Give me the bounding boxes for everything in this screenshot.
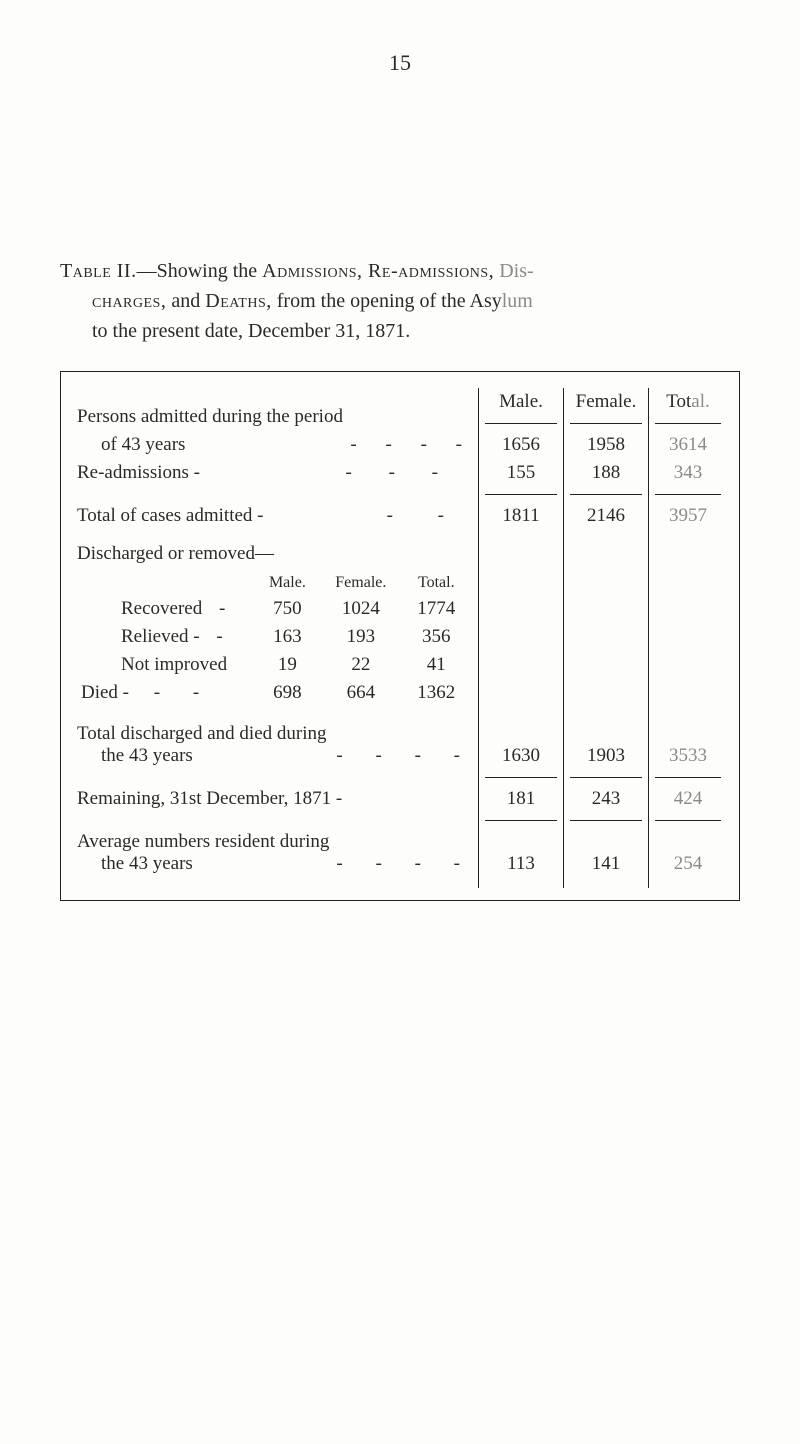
recovered-m: 750: [252, 595, 323, 623]
subtable-header: Male. Female. Total.: [77, 571, 474, 595]
label-notimproved: Not improved: [81, 654, 227, 675]
label-avg-l2: the 43 years: [77, 853, 193, 874]
label-recovered: Recovered: [81, 598, 202, 619]
table-title: Table II.—Showing the Admissions, Re-adm…: [60, 256, 740, 346]
relieved-t: 356: [399, 623, 474, 651]
header-male: Male.: [499, 391, 543, 412]
val-remain-f: 243: [592, 788, 621, 809]
title-text3: from the opening of the Asy: [272, 290, 502, 312]
sub-h-total: Total.: [399, 571, 474, 595]
died-t: 1362: [399, 679, 474, 707]
row-persons-admitted: Persons admitted during the period: [77, 406, 474, 428]
label-of43: of 43 years: [77, 434, 185, 455]
val-of43-t: 3614: [669, 434, 707, 455]
val-readm-t: 343: [674, 462, 703, 483]
row-subtable: Male. Female. Total. Recovered - 750 102…: [73, 568, 727, 710]
data-table-container: Persons admitted during the period Male.…: [60, 371, 740, 901]
label-avg-l1: Average numbers resident during: [77, 831, 474, 853]
title-text1: —Showing the: [137, 260, 263, 282]
header-female: Female.: [576, 391, 637, 412]
val-totcases-f: 2146: [587, 505, 625, 526]
row-average: Average numbers resident during the 43 y…: [73, 828, 727, 878]
label-totcases: Total of cases admitted -: [77, 505, 264, 526]
underline-2: [73, 770, 727, 785]
val-remain-m: 181: [507, 788, 536, 809]
data-table: Persons admitted during the period Male.…: [73, 388, 727, 888]
dashes-avg: - - - -: [336, 853, 474, 875]
val-avg-m: 113: [507, 853, 535, 874]
label-discharged: Discharged or removed—: [77, 543, 274, 564]
title-line2: charges, and Deaths, from the opening of…: [60, 286, 740, 316]
sub-h-male: Male.: [252, 571, 323, 595]
val-of43-f: 1958: [587, 434, 625, 455]
label-relieved: Relieved -: [81, 626, 200, 647]
label-remaining: Remaining, 31st December, 1871 -: [77, 788, 342, 809]
dash-recovered: -: [207, 598, 225, 619]
dashes-totcases: - -: [387, 505, 474, 527]
label-totdis-l2: the 43 years: [77, 745, 193, 766]
val-readm-m: 155: [507, 462, 536, 483]
underline-1: [73, 487, 727, 502]
died-m: 698: [252, 679, 323, 707]
header-total: Total.: [666, 391, 710, 412]
relieved-m: 163: [252, 623, 323, 651]
recovered-t: 1774: [399, 595, 474, 623]
val-totcases-m: 1811: [502, 505, 539, 526]
dash-relieved: -: [204, 626, 222, 647]
title-line3: to the present date, December 31, 1871.: [60, 316, 740, 346]
val-totcases-t: 3957: [669, 505, 707, 526]
val-remain-t: 424: [674, 788, 703, 809]
dashes-readm: - - -: [346, 462, 474, 484]
died-f: 664: [323, 679, 398, 707]
sub-row-notimproved: Not improved 19 22 41: [77, 651, 474, 679]
row-readmissions: Re-admissions - - - - 155 188 343: [73, 459, 727, 487]
notimproved-f: 22: [323, 651, 398, 679]
dash-died: - -: [134, 682, 213, 703]
dashes-totdis: - - - -: [336, 745, 474, 767]
val-readm-f: 188: [592, 462, 621, 483]
label-readm: Re-admissions -: [77, 462, 200, 483]
sub-row-died: Died - - - 698 664 1362: [77, 679, 474, 707]
val-avg-f: 141: [592, 853, 621, 874]
title-sc2: charges,: [92, 290, 166, 312]
title-sc1: Admissions, Re-admissions,: [262, 260, 494, 282]
val-totdis-m: 1630: [502, 745, 540, 766]
title-faded1: Dis-: [494, 260, 533, 282]
relieved-f: 193: [323, 623, 398, 651]
title-faded2: lum: [502, 290, 533, 312]
title-table-label: Table II.: [60, 260, 137, 282]
title-sc3: Deaths,: [205, 290, 272, 312]
title-text2: and: [166, 290, 205, 312]
dashes-of43: - - - -: [350, 434, 474, 456]
val-totdis-t: 3533: [669, 745, 707, 766]
row-of-43-years: of 43 years - - - - 1656 1958 3614: [73, 431, 727, 459]
label-totdis-l1: Total discharged and died during: [77, 723, 474, 745]
notimproved-t: 41: [399, 651, 474, 679]
underline-3: [73, 813, 727, 828]
page-number: 15: [60, 50, 740, 76]
row-total-discharged: Total discharged and died during the 43 …: [73, 720, 727, 770]
val-totdis-f: 1903: [587, 745, 625, 766]
row-remaining: Remaining, 31st December, 1871 - 181 243…: [73, 785, 727, 813]
label-died: Died -: [81, 682, 129, 703]
row-discharged-heading: Discharged or removed—: [73, 540, 727, 568]
title-line1: Table II.—Showing the Admissions, Re-adm…: [60, 260, 534, 282]
val-avg-t: 254: [674, 853, 703, 874]
notimproved-m: 19: [252, 651, 323, 679]
sub-row-relieved: Relieved - - 163 193 356: [77, 623, 474, 651]
header-row: Persons admitted during the period Male.…: [73, 388, 727, 416]
sub-row-recovered: Recovered - 750 1024 1774: [77, 595, 474, 623]
row-total-cases: Total of cases admitted - - - 1811 2146 …: [73, 502, 727, 530]
val-of43-m: 1656: [502, 434, 540, 455]
recovered-f: 1024: [323, 595, 398, 623]
sub-h-female: Female.: [323, 571, 398, 595]
